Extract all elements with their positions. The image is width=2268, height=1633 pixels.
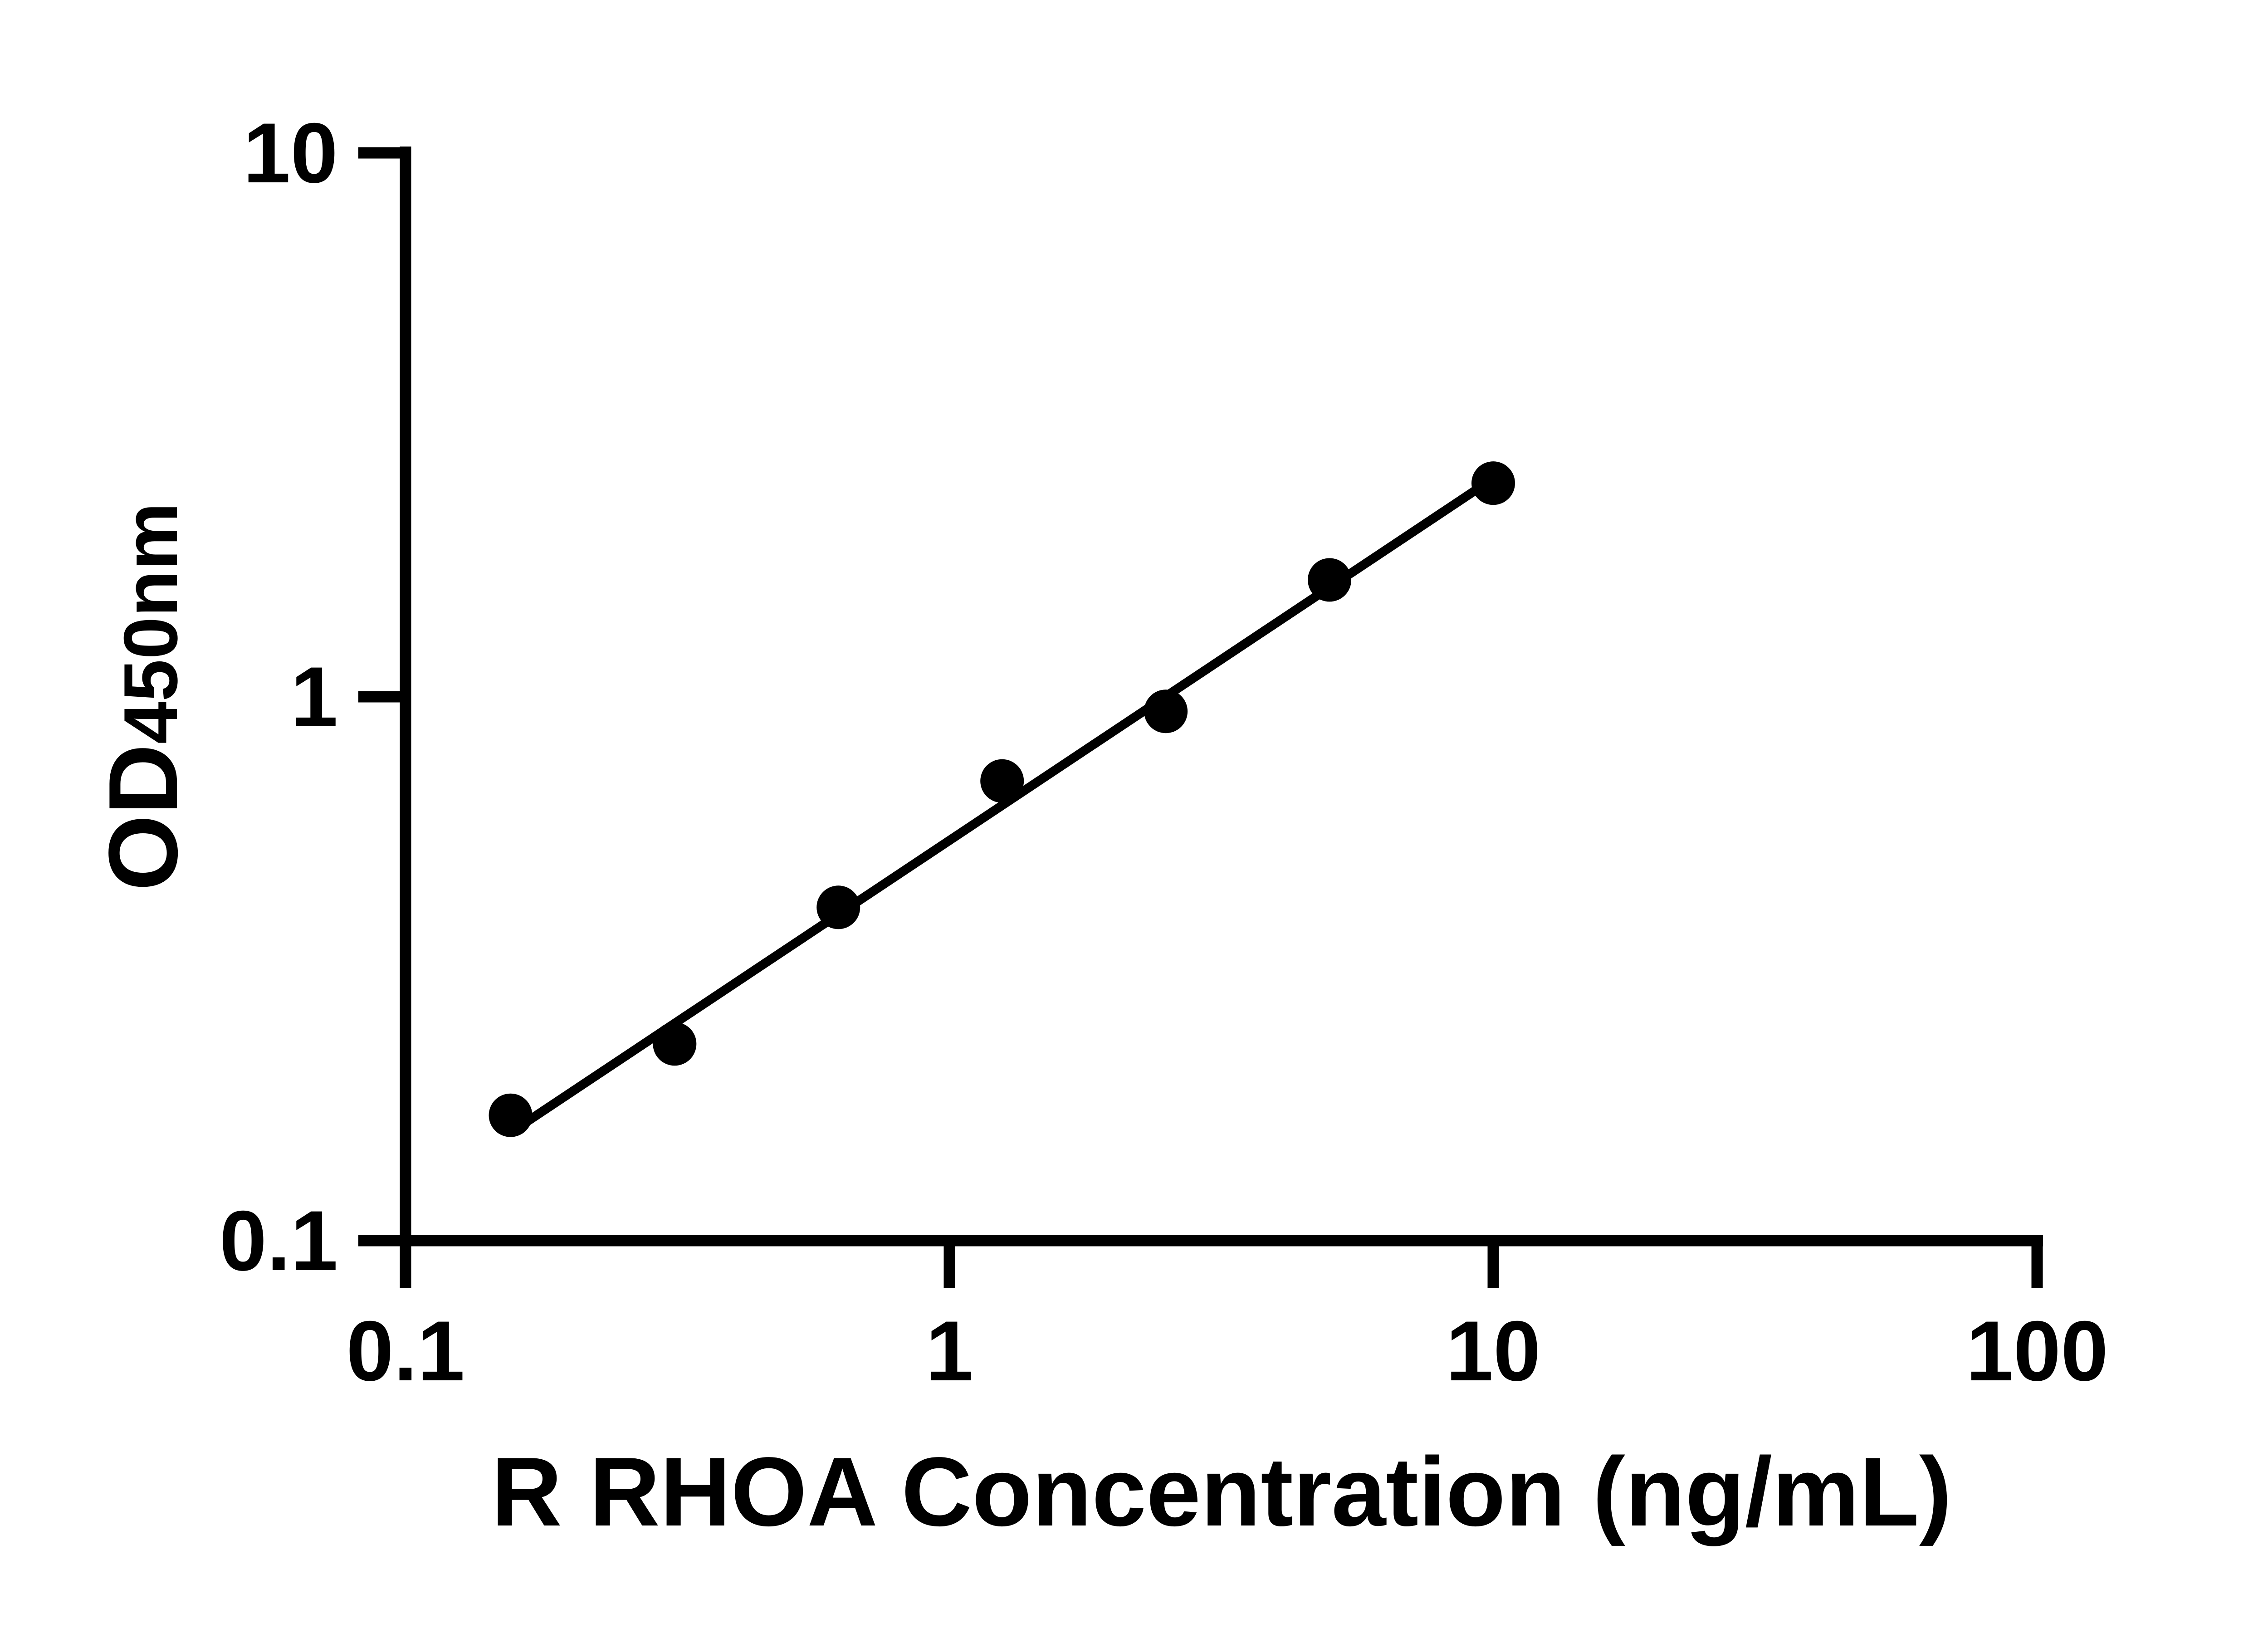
x-tick-label: 0.1: [346, 1303, 464, 1398]
data-point: [1308, 558, 1352, 602]
x-tick-label: 1: [926, 1303, 973, 1398]
axes: [400, 147, 2043, 1247]
y-axis-ticks: 0.1 1 10: [220, 105, 406, 1288]
x-tick-label: 100: [1966, 1303, 2108, 1398]
data-point: [1471, 461, 1515, 505]
y-axis-title: OD450nm: [88, 503, 198, 891]
x-axis-ticks: 0.1 1 10 100: [346, 1241, 2108, 1398]
y-axis-title-sub: 450nm: [108, 503, 193, 744]
data-point: [489, 1093, 533, 1137]
plot-series: [489, 461, 1515, 1137]
x-tick-label: 10: [1446, 1303, 1540, 1398]
y-tick-label: 1: [290, 649, 338, 744]
data-point: [816, 885, 860, 929]
data-point: [1144, 689, 1188, 733]
x-axis-title: R RHOA Concentration (ng/mL): [491, 1437, 1952, 1546]
y-tick-label: 0.1: [220, 1193, 338, 1288]
data-point: [980, 759, 1024, 803]
data-point: [653, 1022, 697, 1066]
y-tick-label: 10: [243, 105, 338, 200]
y-axis-title-main: OD: [88, 744, 198, 891]
